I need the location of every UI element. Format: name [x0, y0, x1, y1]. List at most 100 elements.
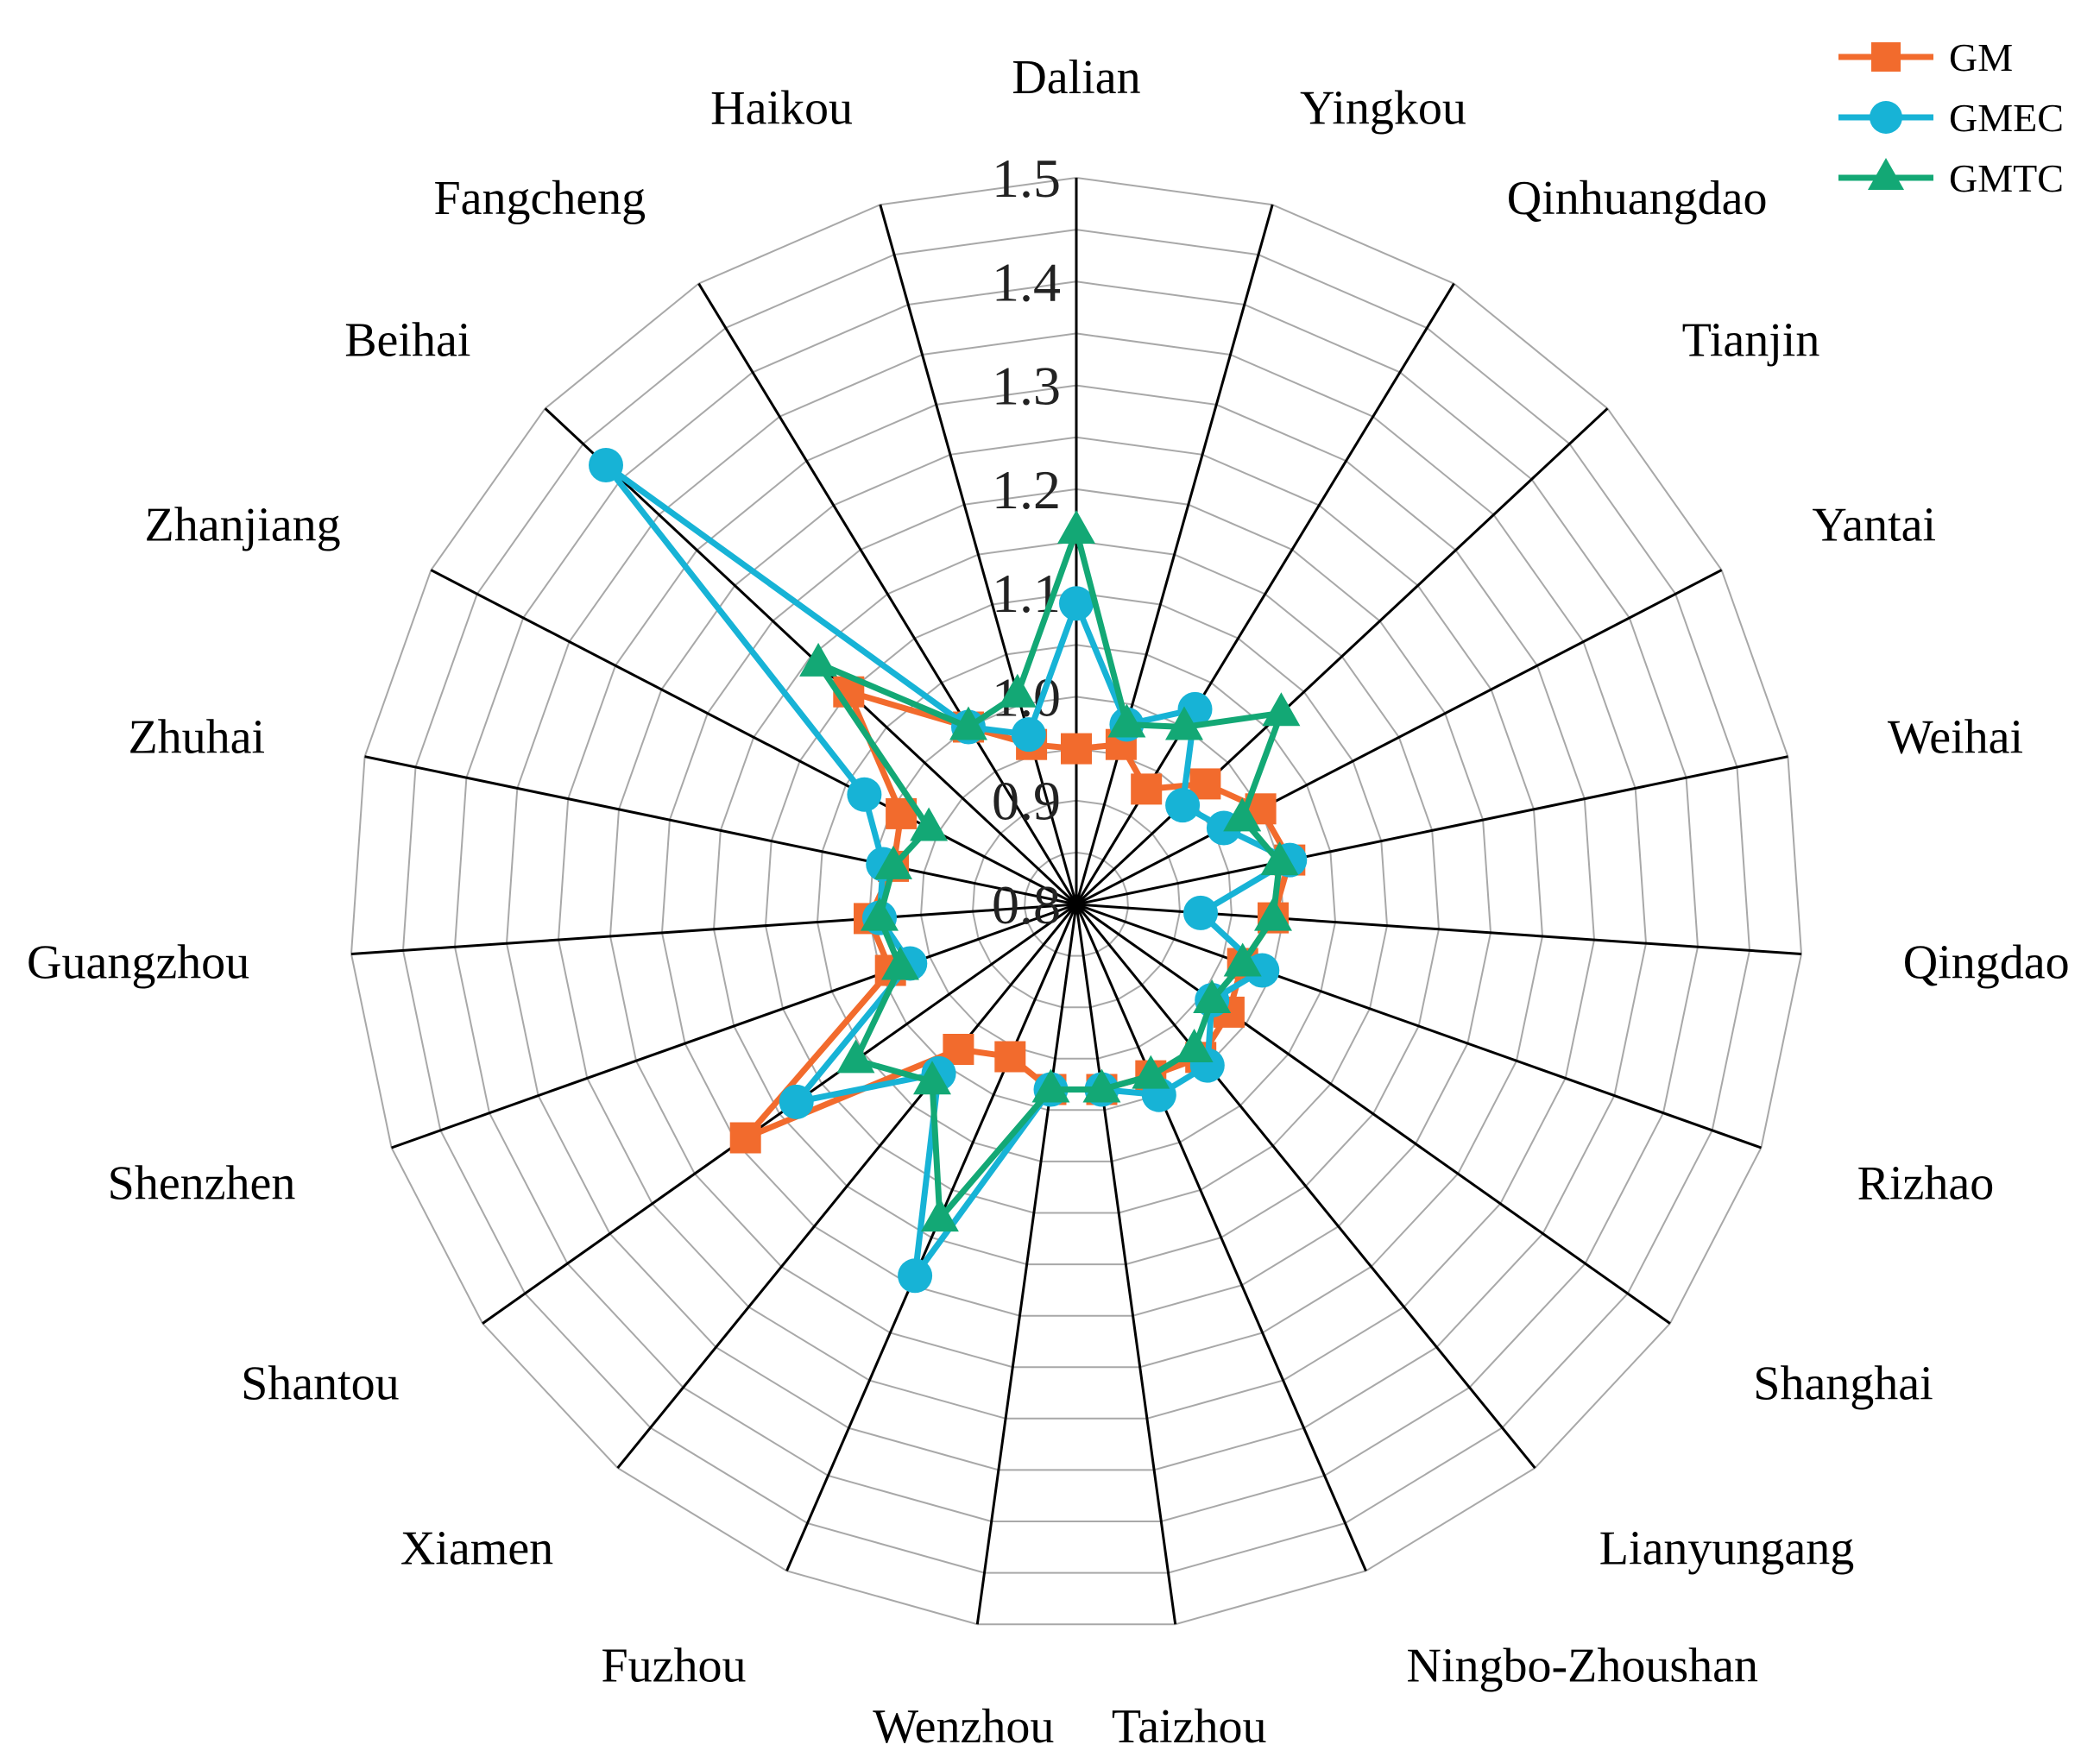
data-point: [994, 1041, 1026, 1073]
radial-tick-label: 0.9: [992, 771, 1061, 832]
legend-marker: [1870, 101, 1902, 134]
data-point: [881, 946, 919, 980]
data-point: [1031, 1068, 1070, 1103]
grid-ring: [609, 436, 1544, 1369]
radar-grid: [350, 176, 1803, 1626]
category-label: Yingkou: [1300, 82, 1466, 135]
grid-ring: [453, 280, 1700, 1522]
data-point: [589, 448, 623, 482]
category-label: Shantou: [241, 1357, 400, 1411]
series-line: [815, 527, 1284, 1222]
legend-marker: [1871, 42, 1901, 72]
data-point: [1223, 797, 1262, 832]
axis-spoke: [482, 903, 1077, 1325]
data-point: [1165, 706, 1203, 740]
data-point: [1183, 895, 1218, 930]
data-point: [836, 1039, 875, 1074]
data-point: [1260, 841, 1299, 876]
legend-item-gm: GM: [1838, 35, 2013, 79]
axis-spoke: [1075, 904, 1367, 1571]
axis-spoke: [975, 904, 1078, 1625]
category-label: Haikou: [710, 82, 853, 135]
data-point: [1245, 953, 1280, 988]
category-label: Ningbo-Zhoushan: [1407, 1640, 1759, 1693]
data-point: [1193, 979, 1232, 1013]
category-label: Qinhuangdao: [1507, 172, 1768, 225]
axis-spoke: [616, 904, 1078, 1470]
grid-ring: [350, 176, 1803, 1626]
category-label: Shenzhen: [108, 1157, 296, 1211]
data-point: [1011, 717, 1046, 753]
data-point: [1175, 1029, 1214, 1062]
radial-tick-label: 0.8: [992, 874, 1061, 935]
series-layer: [589, 448, 1308, 1294]
category-label: Qingdao: [1903, 936, 2070, 990]
axis-spoke: [350, 903, 1077, 955]
axis-spoke: [1075, 755, 1788, 906]
category-label: Fuzhou: [602, 1640, 747, 1693]
category-label: Rizhao: [1857, 1157, 1995, 1211]
axis-spoke: [1075, 903, 1671, 1325]
grid-ring: [401, 229, 1751, 1574]
data-point: [898, 1258, 933, 1294]
category-label: Fangcheng: [433, 172, 646, 225]
category-label: Weihai: [1888, 711, 2023, 765]
radial-tick-label: 1.3: [992, 356, 1061, 417]
axis-spoke: [1075, 904, 1536, 1470]
grid-ring: [1023, 851, 1130, 957]
data-point: [729, 1122, 761, 1154]
data-point: [874, 845, 912, 879]
data-point: [779, 1084, 814, 1119]
grid-ring: [557, 384, 1596, 1420]
data-point: [1061, 733, 1092, 765]
grid-ring: [712, 539, 1441, 1266]
series-line: [602, 462, 1293, 1279]
axis-spoke: [785, 904, 1078, 1571]
data-point: [949, 706, 987, 740]
axis-spoke: [1075, 904, 1177, 1625]
category-label: Zhanjiang: [145, 498, 341, 551]
data-point: [1132, 1055, 1170, 1089]
data-point: [1262, 692, 1301, 727]
series-gmtc: [799, 510, 1301, 1232]
category-label: Guangzhou: [27, 936, 249, 990]
data-point: [998, 673, 1037, 708]
axis-spoke: [1075, 903, 1762, 1149]
data-point: [1165, 788, 1201, 823]
legend-label: GMEC: [1949, 96, 2064, 140]
radial-tick-label: 1.4: [992, 251, 1061, 312]
radial-tick-label: 1.5: [992, 148, 1061, 209]
category-label: Lianyungang: [1599, 1522, 1854, 1576]
radial-tick-label: 1.2: [992, 459, 1061, 520]
data-point: [1223, 942, 1262, 977]
legend-label: GMTC: [1949, 156, 2064, 200]
axis-spoke: [879, 204, 1078, 905]
axis-spoke: [430, 569, 1077, 906]
grid-ring: [660, 488, 1492, 1317]
category-label: Beihai: [344, 314, 470, 368]
category-label: Yantai: [1812, 498, 1936, 551]
legend-item-gmec: GMEC: [1838, 96, 2064, 140]
axis-spoke: [1075, 204, 1274, 905]
legend-item-gmtc: GMTC: [1838, 156, 2064, 200]
series-gmec: [589, 448, 1308, 1294]
axis-spoke: [364, 755, 1077, 906]
data-point: [1082, 1068, 1121, 1103]
data-point: [861, 897, 899, 931]
data-point: [1107, 703, 1146, 738]
category-label: Wenzhou: [873, 1700, 1054, 1754]
data-point: [799, 642, 838, 677]
data-point: [920, 1198, 959, 1232]
axis-spoke: [391, 903, 1077, 1149]
category-label: Tianjin: [1682, 314, 1820, 368]
category-label: Xiamen: [400, 1522, 553, 1576]
data-point: [1131, 773, 1163, 805]
legend-marker: [1868, 158, 1904, 190]
grid-ring: [764, 592, 1389, 1214]
category-label: Shanghai: [1753, 1357, 1933, 1411]
category-labels: Dalian Yingkou Qinhuangdao Tianjin Yantai Wei…: [27, 51, 2070, 1754]
radial-tick-label: 1.1: [992, 563, 1061, 624]
legend: GM GMEC GMTC: [1838, 35, 2064, 200]
data-point: [1057, 510, 1095, 544]
